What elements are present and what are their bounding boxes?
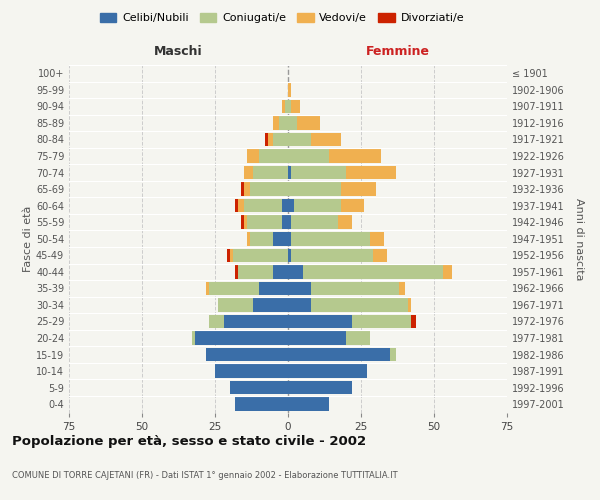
Bar [341,199,364,212]
Bar [288,298,311,312]
Bar [224,314,288,328]
Bar [244,182,250,196]
Bar [399,282,405,295]
Bar [291,100,299,113]
Bar [370,232,385,245]
Bar [259,282,288,295]
Bar [244,166,253,179]
Bar [346,332,370,345]
Bar [291,232,370,245]
Bar [238,265,274,278]
Bar [288,265,302,278]
Bar [235,398,288,411]
Bar [346,166,396,179]
Text: COMUNE DI TORRE CAJETANI (FR) - Dati ISTAT 1° gennaio 2002 - Elaborazione TUTTIT: COMUNE DI TORRE CAJETANI (FR) - Dati IST… [12,470,398,480]
Bar [288,381,352,394]
Bar [274,265,288,278]
Bar [288,232,291,245]
Bar [288,199,294,212]
Bar [235,265,238,278]
Bar [443,265,452,278]
Bar [291,248,373,262]
Bar [288,364,367,378]
Bar [274,132,288,146]
Bar [288,83,291,96]
Text: Femmine: Femmine [365,45,430,58]
Bar [341,182,376,196]
Bar [373,248,387,262]
Bar [274,116,279,130]
Bar [288,248,291,262]
Bar [329,149,382,163]
Bar [311,282,399,295]
Bar [288,332,346,345]
Text: Maschi: Maschi [154,45,203,58]
Bar [288,348,390,362]
Bar [253,166,288,179]
Bar [209,282,259,295]
Bar [215,364,288,378]
Bar [241,216,244,229]
Bar [297,116,320,130]
Bar [288,132,311,146]
Bar [291,216,338,229]
Bar [253,298,288,312]
Bar [288,166,291,179]
Bar [302,265,443,278]
Bar [235,199,238,212]
Bar [230,381,288,394]
Bar [282,199,288,212]
Y-axis label: Fasce di età: Fasce di età [23,206,33,272]
Bar [227,248,230,262]
Bar [285,100,288,113]
Bar [291,166,346,179]
Bar [247,149,259,163]
Bar [288,282,311,295]
Bar [408,298,410,312]
Bar [244,216,247,229]
Bar [352,314,410,328]
Bar [288,149,329,163]
Bar [288,116,297,130]
Bar [410,314,416,328]
Bar [250,182,288,196]
Bar [241,182,244,196]
Bar [311,298,408,312]
Bar [194,332,288,345]
Bar [191,332,194,345]
Bar [311,132,341,146]
Bar [250,232,274,245]
Bar [238,199,244,212]
Bar [247,232,250,245]
Bar [279,116,288,130]
Bar [206,282,209,295]
Bar [265,132,268,146]
Bar [259,149,288,163]
Bar [209,314,224,328]
Bar [247,216,282,229]
Bar [206,348,288,362]
Text: Popolazione per età, sesso e stato civile - 2002: Popolazione per età, sesso e stato civil… [12,435,366,448]
Bar [288,314,352,328]
Bar [274,232,288,245]
Bar [282,216,288,229]
Bar [233,248,288,262]
Bar [288,216,291,229]
Bar [288,398,329,411]
Bar [390,348,396,362]
Bar [268,132,274,146]
Bar [244,199,282,212]
Bar [338,216,352,229]
Bar [294,199,341,212]
Bar [230,248,233,262]
Bar [288,182,341,196]
Y-axis label: Anni di nascita: Anni di nascita [574,198,584,280]
Legend: Celibi/Nubili, Coniugati/e, Vedovi/e, Divorziati/e: Celibi/Nubili, Coniugati/e, Vedovi/e, Di… [95,8,469,28]
Bar [218,298,253,312]
Bar [288,100,291,113]
Bar [282,100,285,113]
